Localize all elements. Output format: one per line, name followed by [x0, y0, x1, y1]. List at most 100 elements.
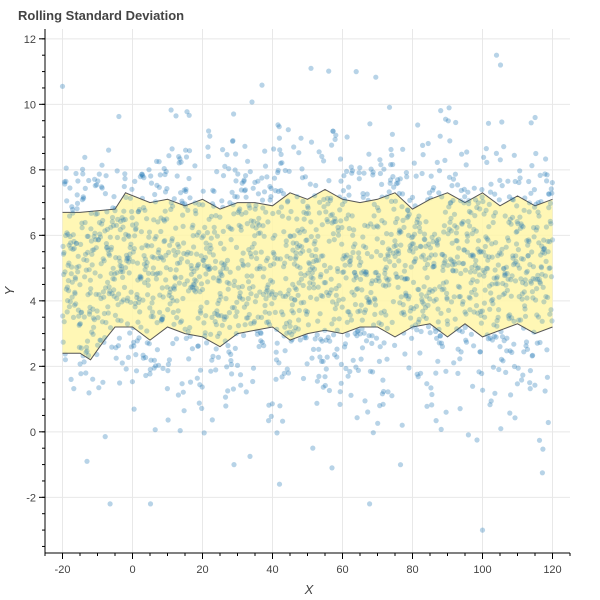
data-point	[433, 328, 439, 335]
data-point	[480, 198, 486, 205]
data-point	[253, 293, 259, 299]
data-point	[117, 380, 123, 386]
data-point	[404, 276, 410, 282]
data-point	[376, 358, 382, 364]
data-point	[107, 325, 114, 331]
data-point	[249, 244, 255, 250]
data-point	[113, 222, 119, 228]
data-point	[478, 320, 484, 326]
data-point	[230, 138, 236, 144]
data-point	[61, 250, 67, 256]
data-point	[392, 342, 398, 348]
data-point	[104, 226, 110, 232]
data-point	[97, 337, 103, 343]
data-point	[231, 111, 237, 117]
data-point	[340, 188, 346, 194]
data-point	[381, 340, 387, 346]
data-point	[504, 271, 510, 277]
data-point	[415, 374, 421, 380]
data-point	[232, 193, 238, 200]
data-point	[211, 203, 217, 209]
data-point	[535, 272, 541, 278]
data-point	[387, 177, 394, 183]
data-point	[269, 301, 275, 307]
data-point	[189, 346, 195, 352]
data-point	[258, 338, 264, 344]
data-point	[440, 280, 446, 286]
data-point	[116, 335, 122, 341]
data-point	[74, 192, 80, 198]
data-point	[327, 338, 333, 344]
data-point	[215, 354, 221, 360]
data-point	[200, 202, 206, 208]
data-point	[437, 333, 444, 339]
data-point	[71, 245, 77, 251]
data-point	[400, 302, 406, 308]
data-point	[312, 336, 318, 342]
data-point	[283, 320, 290, 326]
data-point	[439, 194, 445, 200]
data-point	[387, 247, 393, 254]
data-point	[450, 197, 456, 204]
data-point	[451, 360, 457, 366]
data-point	[362, 271, 368, 277]
data-point	[494, 323, 500, 329]
data-point	[489, 337, 495, 343]
data-point	[433, 296, 439, 302]
data-point	[266, 402, 272, 408]
data-point	[365, 299, 371, 305]
data-point	[421, 313, 427, 319]
data-point	[205, 279, 211, 285]
data-point	[106, 291, 112, 297]
data-point	[348, 254, 354, 260]
data-point	[360, 191, 366, 197]
data-point	[423, 293, 430, 299]
data-point	[271, 261, 277, 267]
data-point	[277, 403, 283, 409]
data-point	[403, 170, 409, 176]
data-point	[183, 154, 190, 160]
data-point	[298, 135, 304, 141]
data-point	[84, 233, 90, 239]
data-point	[528, 120, 534, 126]
data-point	[531, 234, 537, 240]
data-point	[272, 255, 278, 261]
data-point	[211, 229, 218, 235]
data-point	[93, 211, 99, 217]
data-point	[484, 332, 490, 338]
data-point	[362, 307, 369, 313]
data-point	[425, 302, 431, 308]
data-point	[510, 253, 516, 259]
data-point	[121, 236, 127, 242]
data-point	[181, 408, 187, 414]
data-point	[163, 168, 169, 175]
data-point	[193, 211, 199, 217]
data-point	[143, 354, 149, 361]
data-point	[311, 266, 318, 272]
data-point	[224, 279, 230, 285]
data-point	[152, 236, 158, 242]
data-point	[397, 229, 403, 235]
data-point	[451, 211, 458, 217]
data-point	[466, 201, 472, 207]
data-point	[246, 311, 252, 318]
data-point	[199, 286, 206, 293]
data-point	[265, 319, 271, 325]
data-point	[297, 265, 303, 271]
data-point	[103, 285, 109, 291]
data-point	[406, 365, 412, 371]
data-point	[280, 312, 286, 318]
data-point	[510, 255, 516, 261]
data-point	[339, 224, 345, 231]
data-point	[86, 267, 92, 273]
data-point	[170, 285, 177, 291]
data-point	[246, 247, 252, 253]
data-point	[383, 275, 389, 281]
data-point	[420, 252, 426, 258]
data-point	[182, 203, 188, 209]
data-point	[457, 284, 463, 290]
data-point	[149, 243, 155, 249]
data-point	[261, 266, 267, 272]
data-point	[203, 313, 209, 319]
data-point	[514, 219, 520, 225]
